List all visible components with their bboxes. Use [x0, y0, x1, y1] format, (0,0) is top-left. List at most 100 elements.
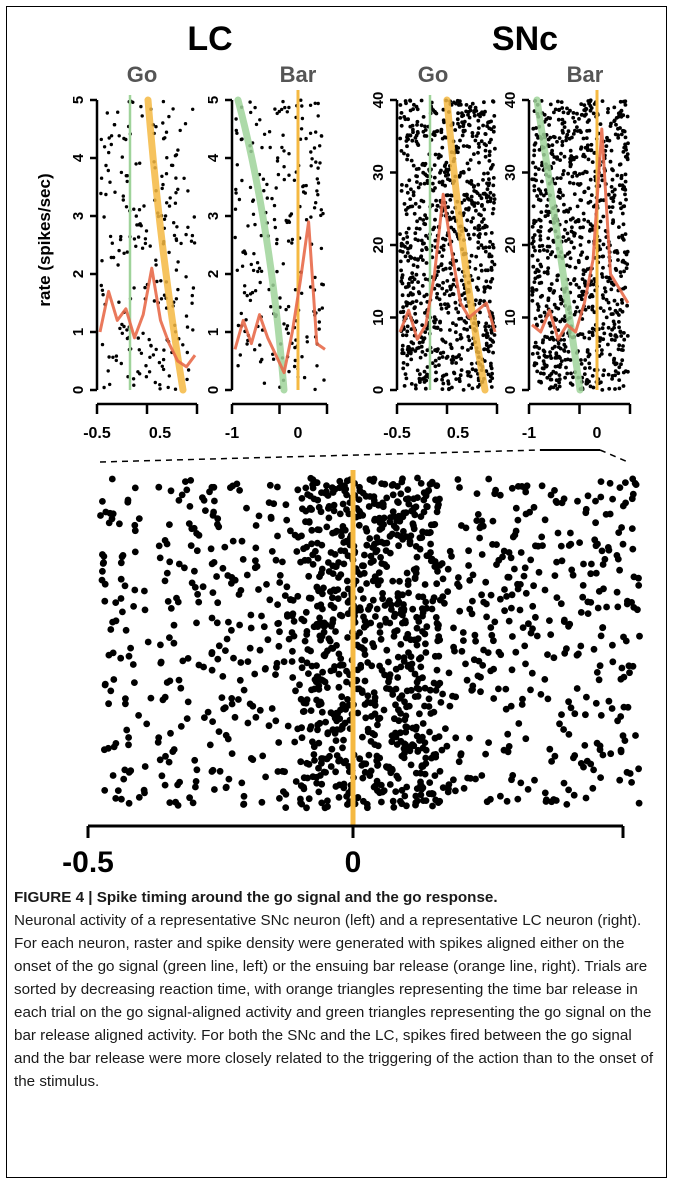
raster-spike	[137, 348, 141, 352]
raster-spike	[621, 238, 626, 242]
zoom-raster-spike	[264, 636, 272, 644]
raster-spike	[489, 254, 494, 259]
raster-spike	[419, 255, 423, 260]
zoom-raster-spike	[580, 560, 587, 568]
zoom-raster-spike	[297, 799, 304, 807]
zoom-raster-spike	[358, 762, 366, 769]
raster-spike	[285, 220, 289, 225]
raster-spike	[108, 382, 112, 387]
zoom-raster-spike	[587, 760, 595, 768]
raster-spike	[305, 335, 309, 339]
zoom-raster-spike	[421, 581, 429, 588]
zoom-raster-spike	[239, 556, 247, 563]
raster-spike	[470, 134, 475, 139]
zoom-raster-spike	[574, 497, 581, 505]
raster-spike	[236, 364, 240, 368]
raster-spike	[474, 368, 478, 373]
raster-spike	[450, 361, 454, 365]
raster-spike	[402, 384, 407, 388]
raster-spike	[460, 114, 464, 119]
zoom-raster-spike	[469, 686, 476, 693]
y-tick-label: 10	[502, 309, 519, 326]
zoom-raster-spike	[465, 547, 472, 555]
zoom-raster-spike	[596, 662, 604, 670]
zoom-raster-spike	[518, 701, 526, 708]
raster-spike	[257, 266, 262, 270]
raster-spike	[440, 387, 445, 391]
raster-spike	[492, 333, 497, 337]
raster-spike	[572, 299, 577, 304]
raster-spike	[623, 285, 628, 290]
raster-spike	[237, 197, 242, 202]
raster-spike	[533, 361, 537, 365]
zoom-raster-spike	[544, 651, 551, 658]
raster-spike	[411, 263, 416, 267]
raster-spike	[588, 98, 593, 103]
zoom-raster-spike	[280, 658, 288, 666]
raster-spike	[566, 209, 571, 214]
raster-spike	[483, 148, 488, 153]
group-title-snc: SNc	[492, 20, 558, 58]
raster-spike	[119, 234, 123, 239]
raster-spike	[568, 281, 573, 286]
raster-spike	[550, 143, 555, 148]
raster-spike	[546, 236, 551, 241]
zoom-raster-spike	[609, 641, 616, 649]
raster-spike	[561, 193, 565, 198]
raster-spike	[560, 128, 565, 133]
raster-spike	[102, 215, 106, 219]
zoom-raster-spike	[319, 605, 326, 613]
zoom-raster-spike	[177, 723, 185, 730]
raster-spike	[316, 101, 320, 106]
raster-spike	[485, 187, 490, 192]
raster-spike	[184, 232, 188, 237]
zoom-raster-spike	[338, 532, 345, 540]
raster-spike	[600, 254, 605, 259]
raster-spike	[554, 254, 558, 259]
zoom-raster-spike	[544, 695, 552, 703]
raster-spike	[556, 306, 561, 311]
raster-spike	[626, 141, 630, 146]
raster-spike	[403, 254, 408, 259]
zoom-raster-spike	[560, 726, 567, 733]
raster-spike	[451, 292, 456, 297]
raster-spike	[121, 198, 126, 202]
zoom-raster-spike	[435, 733, 443, 740]
zoom-raster-spike	[300, 699, 308, 707]
raster-spike	[448, 266, 452, 271]
raster-spike	[482, 285, 487, 290]
raster-spike	[422, 369, 427, 374]
raster-spike	[598, 122, 603, 126]
raster-spike	[617, 378, 622, 382]
raster-spike	[624, 197, 628, 202]
raster-spike	[455, 98, 460, 103]
zoom-raster-spike	[165, 758, 173, 766]
zoom-raster-spike	[427, 529, 434, 536]
zoom-raster-spike	[487, 624, 495, 631]
raster-spike	[478, 114, 482, 119]
zoom-raster-spike	[537, 691, 545, 698]
zoom-raster-spike	[279, 767, 287, 775]
raster-spike	[587, 361, 592, 366]
zoom-raster-spike	[452, 693, 460, 701]
zoom-raster-spike	[324, 797, 331, 805]
raster-spike	[435, 326, 440, 330]
raster-spike	[164, 172, 169, 176]
zoom-raster-spike	[359, 774, 367, 782]
raster-spike	[474, 134, 479, 138]
raster-spike	[161, 99, 166, 104]
zoom-raster-spike	[413, 785, 421, 792]
zoom-raster-spike	[413, 641, 421, 649]
zoom-raster-spike	[228, 626, 235, 634]
raster-spike	[544, 191, 549, 196]
raster-spike	[600, 326, 605, 331]
raster-spike	[248, 100, 252, 104]
zoom-raster-spike	[413, 678, 421, 686]
raster-spike	[599, 380, 603, 385]
raster-spike	[476, 224, 481, 229]
zoom-raster-spike	[357, 664, 365, 671]
raster-spike	[482, 359, 487, 363]
raster-spike	[413, 349, 418, 353]
zoom-raster-spike	[550, 796, 558, 803]
zoom-raster-spike	[222, 647, 229, 654]
